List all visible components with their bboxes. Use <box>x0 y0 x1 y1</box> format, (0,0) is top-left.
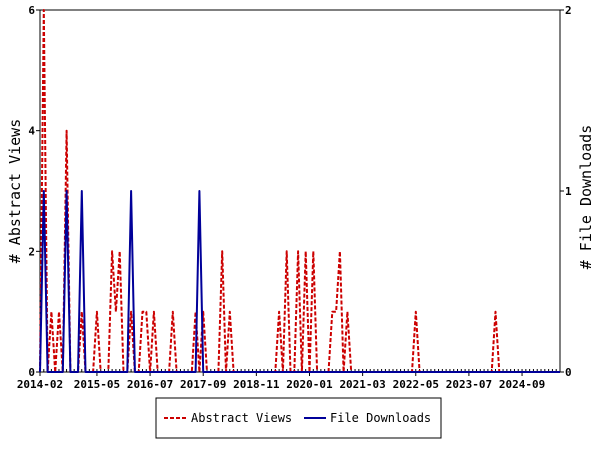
x-tick-label: 2016-07 <box>127 378 173 391</box>
legend-label-abstract-views: Abstract Views <box>191 411 292 425</box>
y-right-tick-label: 2 <box>565 4 572 17</box>
series-layer <box>39 9 560 373</box>
x-tick-label: 2023-07 <box>446 378 492 391</box>
x-tick-label: 2017-09 <box>180 378 226 391</box>
x-tick-label: 2024-09 <box>499 378 545 391</box>
y-left-tick-label: 4 <box>28 125 35 138</box>
x-tick-label: 2015-05 <box>74 378 120 391</box>
x-tick-label: 2020-01 <box>286 378 333 391</box>
y-left-axis-title: # Abstract Views <box>6 119 24 264</box>
y-left-tick-label: 0 <box>28 366 35 379</box>
legend-label-file-downloads: File Downloads <box>330 411 431 425</box>
series-line-file-downloads <box>39 190 560 373</box>
plot-frame: 2014-02 2015-05 2016-07 2017-09 2018-11 2020-… <box>17 4 572 391</box>
x-tick-label: 2014-02 <box>17 378 63 391</box>
axis-labels: 2014-02 2015-05 2016-07 2017-09 2018-11 2020-… <box>17 4 572 391</box>
legend: Abstract Views File Downloads <box>155 397 442 439</box>
x-tick-label: 2018-11 <box>233 378 280 391</box>
x-tick-label: 2021-03 <box>339 378 385 391</box>
y-right-tick-label: 1 <box>565 185 572 198</box>
y-right-tick-label: 0 <box>565 366 572 379</box>
legend-box <box>155 397 442 439</box>
x-tick-label: 2022-05 <box>393 378 439 391</box>
y-right-axis-title: # File Downloads <box>577 125 595 270</box>
y-left-tick-label: 6 <box>28 4 35 17</box>
y-left-tick-label: 2 <box>28 245 35 258</box>
